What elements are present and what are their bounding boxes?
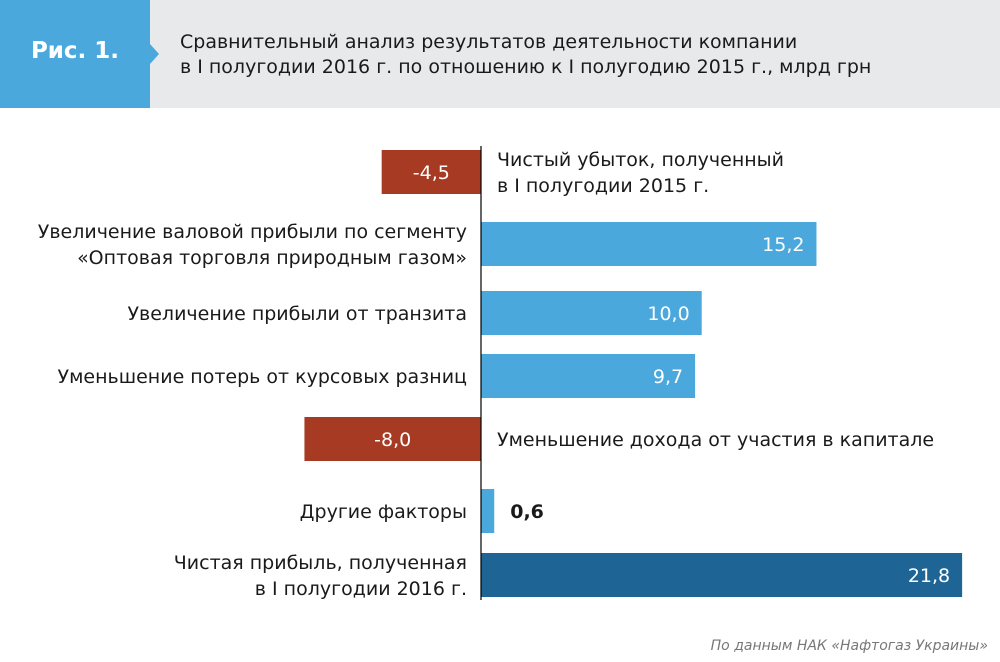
- bar-6: [481, 553, 963, 597]
- category-label-2-0: Увеличение прибыли от транзита: [127, 303, 467, 325]
- title-line-2: в I полугодии 2016 г. по отношению к I п…: [180, 56, 872, 78]
- category-label-4-0: Уменьшение дохода от участия в капитале: [497, 429, 934, 451]
- chart-title: Сравнительный анализ результатов деятель…: [180, 30, 871, 80]
- value-label-2: 10,0: [647, 303, 689, 325]
- value-label-0: -4,5: [413, 162, 450, 184]
- bar-5: [481, 489, 495, 533]
- category-label-1-1: «Оптовая торговля природным газом»: [77, 247, 467, 269]
- bar-0: [381, 150, 481, 194]
- header-band: [0, 0, 1000, 108]
- value-label-4: -8,0: [374, 429, 411, 451]
- value-label-6: 21,8: [908, 565, 950, 587]
- bar-4: [304, 417, 481, 461]
- bar-2: [481, 291, 702, 335]
- bar-1: [481, 222, 817, 266]
- bar-3: [481, 354, 696, 398]
- category-label-5-0: Другие факторы: [300, 501, 467, 523]
- category-label-0-1: в I полугодии 2015 г.: [497, 175, 709, 197]
- category-label-0-0: Чистый убыток, полученный: [497, 149, 784, 171]
- figure-number: Рис. 1.: [30, 38, 120, 64]
- category-label-6-1: в I полугодии 2016 г.: [255, 578, 467, 600]
- value-label-1: 15,2: [762, 234, 804, 256]
- category-label-3-0: Уменьшение потерь от курсовых разниц: [58, 366, 468, 388]
- category-label-1-0: Увеличение валовой прибыли по сегменту: [38, 221, 467, 243]
- title-line-1: Сравнительный анализ результатов деятель…: [180, 31, 798, 53]
- value-label-3: 9,7: [653, 366, 683, 388]
- value-label-5: 0,6: [510, 501, 544, 523]
- figure-badge: Рис. 1.: [0, 0, 159, 108]
- category-label-6-0: Чистая прибыль, полученная: [174, 552, 467, 574]
- source-note: По данным НАК «Нафтогаз Украины»: [710, 638, 988, 654]
